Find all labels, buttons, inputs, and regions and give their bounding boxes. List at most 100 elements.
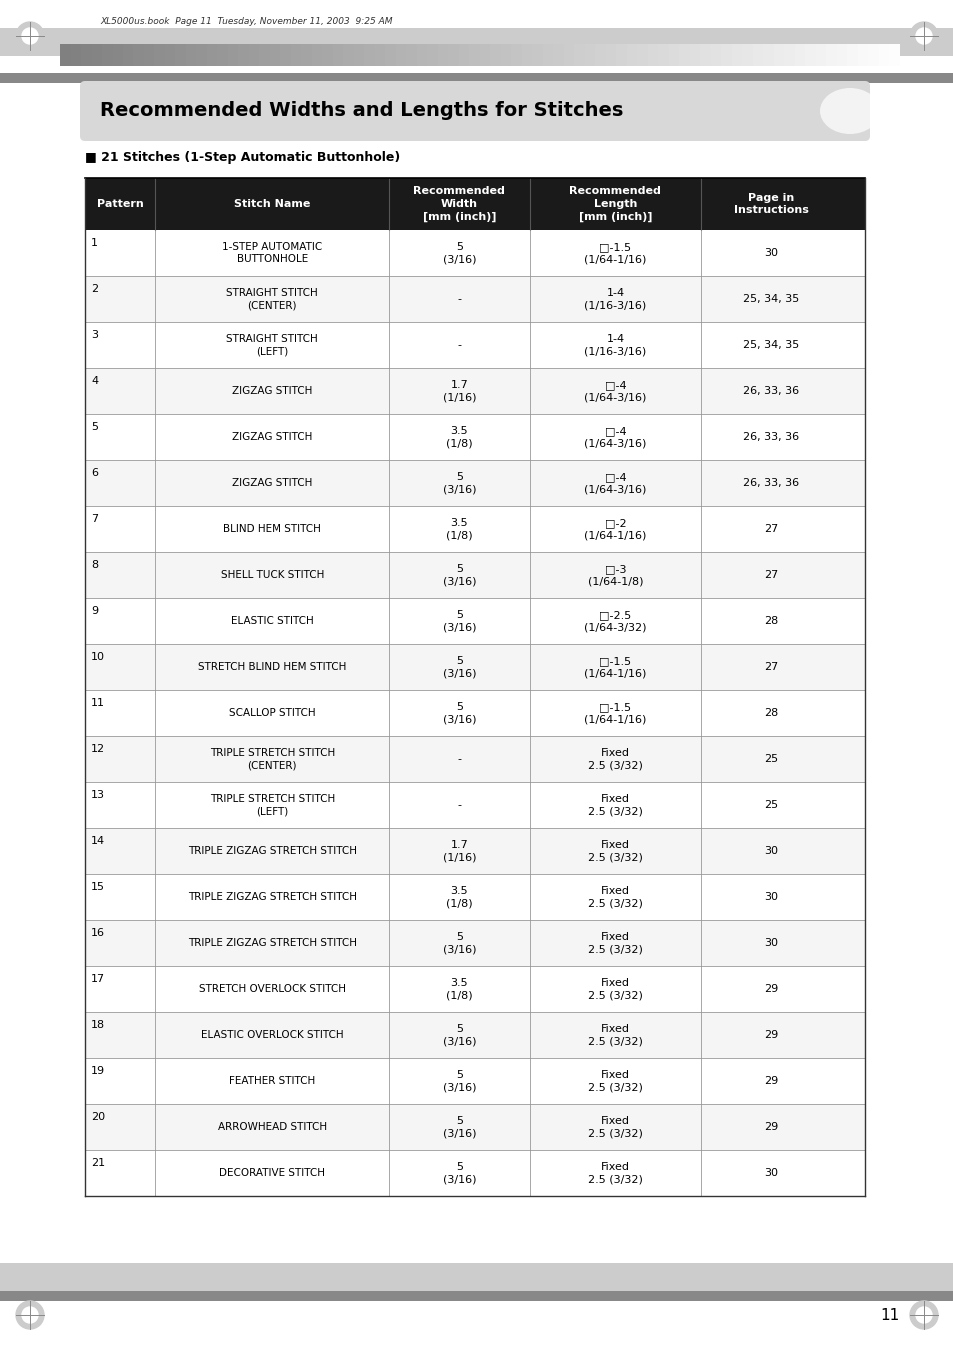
FancyBboxPatch shape — [175, 45, 186, 66]
Text: Stitch Name: Stitch Name — [233, 199, 310, 209]
FancyBboxPatch shape — [102, 45, 112, 66]
FancyBboxPatch shape — [85, 598, 864, 644]
FancyBboxPatch shape — [165, 45, 175, 66]
FancyBboxPatch shape — [71, 45, 81, 66]
Text: 1-4
(1/16-3/16): 1-4 (1/16-3/16) — [583, 334, 646, 357]
FancyBboxPatch shape — [85, 276, 864, 322]
FancyBboxPatch shape — [196, 45, 207, 66]
FancyBboxPatch shape — [857, 45, 867, 66]
FancyBboxPatch shape — [0, 28, 953, 55]
FancyBboxPatch shape — [249, 45, 259, 66]
Text: 29: 29 — [763, 1121, 778, 1132]
Text: □-1.5
(1/64-1/16): □-1.5 (1/64-1/16) — [583, 655, 646, 678]
FancyBboxPatch shape — [448, 45, 458, 66]
Text: 5
(3/16): 5 (3/16) — [442, 1024, 476, 1046]
Text: Fixed
2.5 (3/32): Fixed 2.5 (3/32) — [587, 1162, 642, 1185]
FancyBboxPatch shape — [626, 45, 637, 66]
Text: Page in
Instructions: Page in Instructions — [733, 193, 808, 215]
FancyBboxPatch shape — [85, 874, 864, 920]
FancyBboxPatch shape — [81, 45, 91, 66]
Text: 11: 11 — [91, 698, 105, 708]
Text: STRETCH BLIND HEM STITCH: STRETCH BLIND HEM STITCH — [198, 662, 346, 671]
Circle shape — [915, 28, 931, 45]
FancyBboxPatch shape — [762, 45, 773, 66]
Text: 3.5
(1/8): 3.5 (1/8) — [446, 886, 473, 908]
Text: TRIPLE ZIGZAG STRETCH STITCH: TRIPLE ZIGZAG STRETCH STITCH — [188, 892, 356, 902]
Text: XL5000us.book  Page 11  Tuesday, November 11, 2003  9:25 AM: XL5000us.book Page 11 Tuesday, November … — [100, 16, 392, 26]
Text: TRIPLE STRETCH STITCH
(CENTER): TRIPLE STRETCH STITCH (CENTER) — [210, 748, 335, 770]
Text: 13: 13 — [91, 790, 105, 800]
FancyBboxPatch shape — [322, 45, 333, 66]
FancyBboxPatch shape — [312, 45, 322, 66]
Text: -: - — [456, 295, 461, 304]
FancyBboxPatch shape — [85, 690, 864, 736]
FancyBboxPatch shape — [679, 45, 689, 66]
FancyBboxPatch shape — [123, 45, 133, 66]
FancyBboxPatch shape — [458, 45, 469, 66]
Text: □-1.5
(1/64-1/16): □-1.5 (1/64-1/16) — [583, 242, 646, 265]
Text: ELASTIC STITCH: ELASTIC STITCH — [231, 616, 314, 626]
Text: 3: 3 — [91, 330, 98, 340]
FancyBboxPatch shape — [490, 45, 500, 66]
FancyBboxPatch shape — [85, 459, 864, 507]
FancyBboxPatch shape — [85, 1058, 864, 1104]
Text: -: - — [456, 754, 461, 765]
Text: 1: 1 — [91, 238, 98, 249]
Text: 26, 33, 36: 26, 33, 36 — [742, 386, 799, 396]
Text: 5
(3/16): 5 (3/16) — [442, 563, 476, 586]
FancyBboxPatch shape — [112, 45, 123, 66]
Text: 14: 14 — [91, 836, 105, 846]
Text: 19: 19 — [91, 1066, 105, 1075]
FancyBboxPatch shape — [637, 45, 647, 66]
FancyBboxPatch shape — [85, 322, 864, 367]
Text: 28: 28 — [763, 616, 778, 626]
Text: TRIPLE ZIGZAG STRETCH STITCH: TRIPLE ZIGZAG STRETCH STITCH — [188, 938, 356, 948]
FancyBboxPatch shape — [710, 45, 720, 66]
FancyBboxPatch shape — [154, 45, 165, 66]
FancyBboxPatch shape — [291, 45, 301, 66]
Text: 26, 33, 36: 26, 33, 36 — [742, 432, 799, 442]
Text: BLIND HEM STITCH: BLIND HEM STITCH — [223, 524, 321, 534]
Text: □-4
(1/64-3/16): □-4 (1/64-3/16) — [583, 471, 646, 494]
Text: 17: 17 — [91, 974, 105, 984]
Text: FEATHER STITCH: FEATHER STITCH — [229, 1075, 315, 1086]
FancyBboxPatch shape — [207, 45, 217, 66]
Text: 27: 27 — [763, 524, 778, 534]
Text: □-2
(1/64-1/16): □-2 (1/64-1/16) — [583, 517, 646, 540]
Text: 5
(3/16): 5 (3/16) — [442, 609, 476, 632]
Text: 25: 25 — [763, 754, 778, 765]
FancyBboxPatch shape — [375, 45, 385, 66]
Text: -: - — [456, 340, 461, 350]
Text: 5
(3/16): 5 (3/16) — [442, 1162, 476, 1185]
Text: 20: 20 — [91, 1112, 105, 1121]
FancyBboxPatch shape — [85, 736, 864, 782]
Circle shape — [22, 1306, 38, 1323]
Text: Recommended Widths and Lengths for Stitches: Recommended Widths and Lengths for Stitc… — [100, 101, 622, 120]
Text: 30: 30 — [763, 249, 778, 258]
Text: 5
(3/16): 5 (3/16) — [442, 701, 476, 724]
FancyBboxPatch shape — [584, 45, 595, 66]
FancyBboxPatch shape — [385, 45, 395, 66]
FancyBboxPatch shape — [301, 45, 312, 66]
FancyBboxPatch shape — [85, 230, 864, 276]
Text: 29: 29 — [763, 1075, 778, 1086]
Text: 5
(3/16): 5 (3/16) — [442, 932, 476, 954]
FancyBboxPatch shape — [741, 45, 752, 66]
FancyBboxPatch shape — [783, 45, 794, 66]
FancyBboxPatch shape — [542, 45, 553, 66]
Text: ZIGZAG STITCH: ZIGZAG STITCH — [232, 386, 312, 396]
FancyBboxPatch shape — [616, 45, 626, 66]
Text: STRETCH OVERLOCK STITCH: STRETCH OVERLOCK STITCH — [198, 984, 345, 994]
FancyBboxPatch shape — [752, 45, 762, 66]
FancyBboxPatch shape — [605, 45, 616, 66]
FancyBboxPatch shape — [773, 45, 783, 66]
Text: 5
(3/16): 5 (3/16) — [442, 242, 476, 265]
FancyBboxPatch shape — [186, 45, 196, 66]
Text: 12: 12 — [91, 744, 105, 754]
FancyBboxPatch shape — [804, 45, 815, 66]
FancyBboxPatch shape — [479, 45, 490, 66]
FancyBboxPatch shape — [406, 45, 416, 66]
FancyBboxPatch shape — [731, 45, 741, 66]
Text: -: - — [456, 800, 461, 811]
Text: 4: 4 — [91, 376, 98, 386]
